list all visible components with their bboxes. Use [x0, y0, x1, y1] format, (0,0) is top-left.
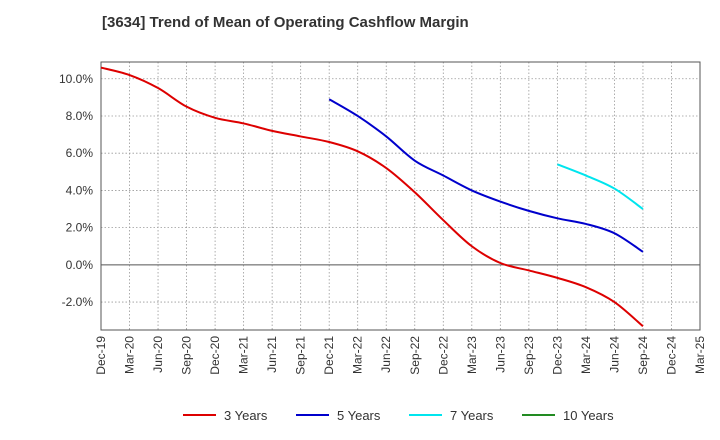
series-line-3-years: [100, 66, 644, 328]
y-tick-label: 6.0%: [66, 146, 94, 160]
x-tick-label: Mar-21: [237, 336, 251, 374]
x-tick-label: Dec-24: [664, 336, 678, 375]
x-tick-label: Jun-22: [379, 336, 393, 373]
y-tick-label: 10.0%: [59, 72, 93, 86]
y-tick-label: 4.0%: [66, 183, 94, 197]
y-tick-label: 2.0%: [66, 221, 94, 235]
x-tick-label: Sep-20: [180, 336, 194, 375]
legend-label-5-years: 5 Years: [337, 408, 381, 423]
x-tick-label: Dec-22: [436, 336, 450, 375]
chart-title: [3634] Trend of Mean of Operating Cashfl…: [102, 14, 469, 31]
x-tick-label: Sep-23: [522, 336, 536, 375]
x-tick-label: Mar-23: [465, 336, 479, 374]
x-tick-label: Sep-22: [408, 336, 422, 375]
x-tick-label: Jun-21: [265, 336, 279, 373]
series-line-7-years: [557, 163, 644, 210]
y-tick-label: -2.0%: [62, 295, 94, 309]
x-tick-label: Dec-21: [322, 336, 336, 375]
x-tick-label: Mar-25: [693, 336, 707, 374]
x-tick-label: Jun-24: [607, 336, 621, 373]
x-tick-label: Sep-21: [294, 336, 308, 375]
x-tick-label: Mar-24: [579, 336, 593, 374]
x-tick-label: Dec-23: [550, 336, 564, 375]
x-tick-label: Mar-22: [351, 336, 365, 374]
x-tick-label: Jun-20: [151, 336, 165, 373]
legend-label-7-years: 7 Years: [450, 408, 494, 423]
x-tick-label: Sep-24: [636, 336, 650, 375]
y-tick-label: 0.0%: [66, 258, 94, 272]
plot-area-border: [100, 61, 701, 331]
x-tick-label: Mar-20: [123, 336, 137, 374]
series-line-5-years: [328, 98, 644, 253]
legend-label-3-years: 3 Years: [224, 408, 268, 423]
x-tick-label: Dec-19: [94, 336, 108, 375]
legend-label-10-years: 10 Years: [563, 408, 614, 423]
y-tick-label: 8.0%: [66, 109, 94, 123]
x-tick-label: Jun-23: [493, 336, 507, 373]
x-tick-label: Dec-20: [208, 336, 222, 375]
